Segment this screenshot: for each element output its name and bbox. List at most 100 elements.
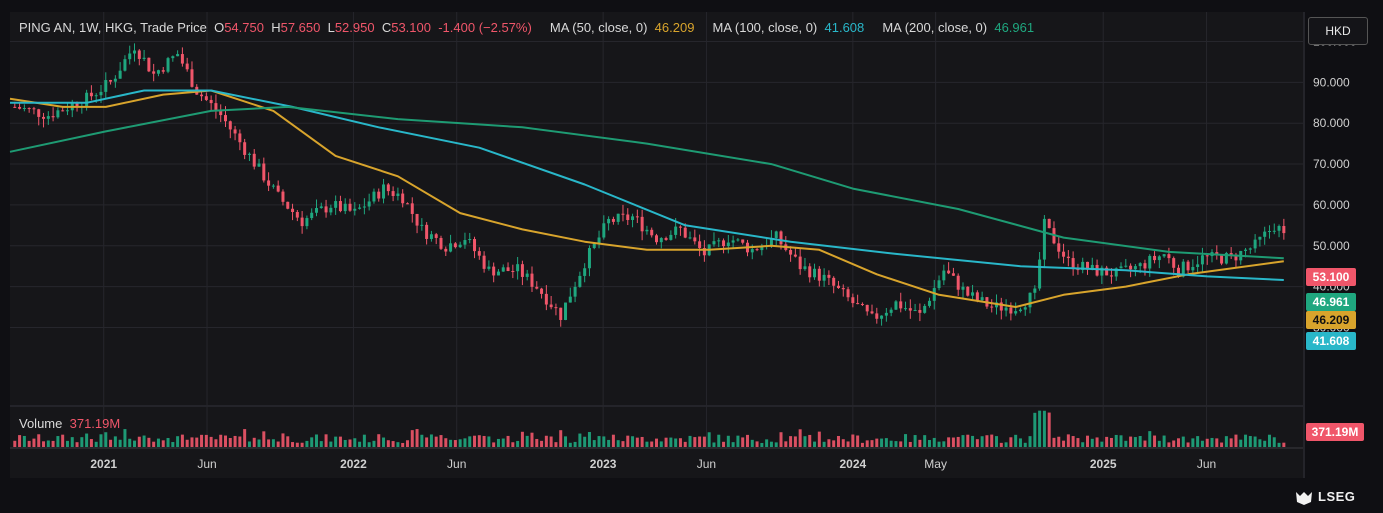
candle-body [851, 297, 855, 304]
volume-bar [1018, 438, 1022, 447]
candle-body [1176, 267, 1180, 277]
volume-bar [1148, 431, 1152, 447]
volume-bar [789, 436, 793, 447]
candle-body [1272, 230, 1276, 232]
candle-body [32, 108, 36, 110]
volume-bar [271, 439, 275, 447]
volume-bar [841, 439, 845, 447]
volume-bar [109, 439, 113, 447]
volume-bar [678, 438, 682, 447]
candle-body [85, 92, 89, 107]
volume-bar [1129, 436, 1133, 447]
volume-bar [540, 440, 544, 447]
candle-body [693, 237, 697, 242]
volume-bar [717, 434, 721, 447]
volume-bar [592, 440, 596, 447]
candle-body [358, 207, 362, 209]
volume-bar [214, 439, 218, 447]
candle-body [334, 201, 338, 208]
volume-bar [650, 441, 654, 447]
ma100-value: 41.608 [824, 20, 865, 35]
volume-bar [985, 435, 989, 447]
candle-body [937, 280, 941, 289]
candle-body [875, 313, 879, 319]
volume-bar [1076, 438, 1080, 447]
volume-bar [745, 434, 749, 447]
volume-bar [444, 438, 448, 447]
candle-body [827, 274, 831, 278]
volume-bar [166, 437, 170, 447]
currency-button[interactable]: HKD [1308, 17, 1368, 45]
candle-body [180, 54, 184, 64]
volume-bar [463, 438, 467, 447]
volume-legend: Volume 371.19M [19, 416, 120, 431]
candle-body [444, 248, 448, 252]
volume-bar [458, 439, 462, 447]
candle-body [1129, 265, 1133, 270]
volume-bar [1244, 434, 1248, 447]
candle-body [650, 229, 654, 236]
candle-body [544, 293, 548, 305]
volume-bar [1191, 438, 1195, 447]
volume-bar [405, 440, 409, 447]
price-label-text: 53.100 [1313, 270, 1350, 284]
volume-bar [1263, 440, 1267, 447]
volume-bar [1157, 440, 1161, 447]
candle-body [1105, 267, 1109, 276]
volume-bar [597, 436, 601, 447]
candle-body [568, 296, 572, 303]
candle-body [583, 268, 587, 276]
candle-body [224, 115, 227, 122]
candle-body [1124, 265, 1128, 267]
volume-bar [544, 435, 548, 447]
volume-bar [1153, 435, 1157, 447]
volume-bar [391, 441, 395, 447]
volume-bar [736, 435, 740, 447]
volume-bar [846, 441, 850, 447]
volume-bar [204, 434, 208, 447]
volume-bar [1277, 442, 1281, 447]
candle-body [856, 303, 860, 305]
volume-bar [645, 441, 649, 447]
candle-body [410, 203, 414, 214]
candle-body [228, 121, 232, 130]
volume-bar [693, 437, 697, 447]
candle-body [243, 142, 247, 155]
volume-bar [1162, 435, 1166, 447]
candle-body [1076, 269, 1080, 271]
candle-body [520, 264, 524, 277]
volume-bar [880, 438, 884, 447]
ma-line-2 [9, 105, 1284, 260]
candle-body [1018, 309, 1022, 312]
change-value: -1.400 (−2.57%) [438, 20, 532, 35]
volume-bar [573, 441, 577, 447]
candle-body [267, 180, 271, 186]
candle-body [113, 78, 117, 82]
candle-body [645, 229, 649, 232]
x-tick-label: 2021 [90, 457, 117, 471]
candle-body [846, 289, 850, 298]
volume-bar [1282, 442, 1286, 447]
volume-bar [415, 429, 419, 447]
candle-body [564, 302, 568, 320]
volume-bar [635, 437, 639, 447]
candle-body [65, 110, 69, 112]
volume-bar [247, 441, 251, 447]
volume-bar [1210, 437, 1214, 447]
volume-bar [664, 437, 668, 447]
candle-body [338, 201, 342, 212]
y-tick-label: 90.000 [1313, 75, 1350, 89]
candle-body [291, 208, 295, 213]
candle-body [305, 218, 309, 227]
candle-body [741, 239, 745, 243]
volume-bar [659, 441, 663, 447]
volume-bar [468, 436, 472, 447]
candle-body [923, 305, 927, 313]
volume-bar [200, 434, 204, 447]
candle-body [1248, 248, 1252, 250]
volume-bar [937, 441, 941, 447]
volume-bar [171, 442, 175, 447]
volume-bar [1038, 410, 1042, 447]
volume-bar [1023, 442, 1027, 447]
